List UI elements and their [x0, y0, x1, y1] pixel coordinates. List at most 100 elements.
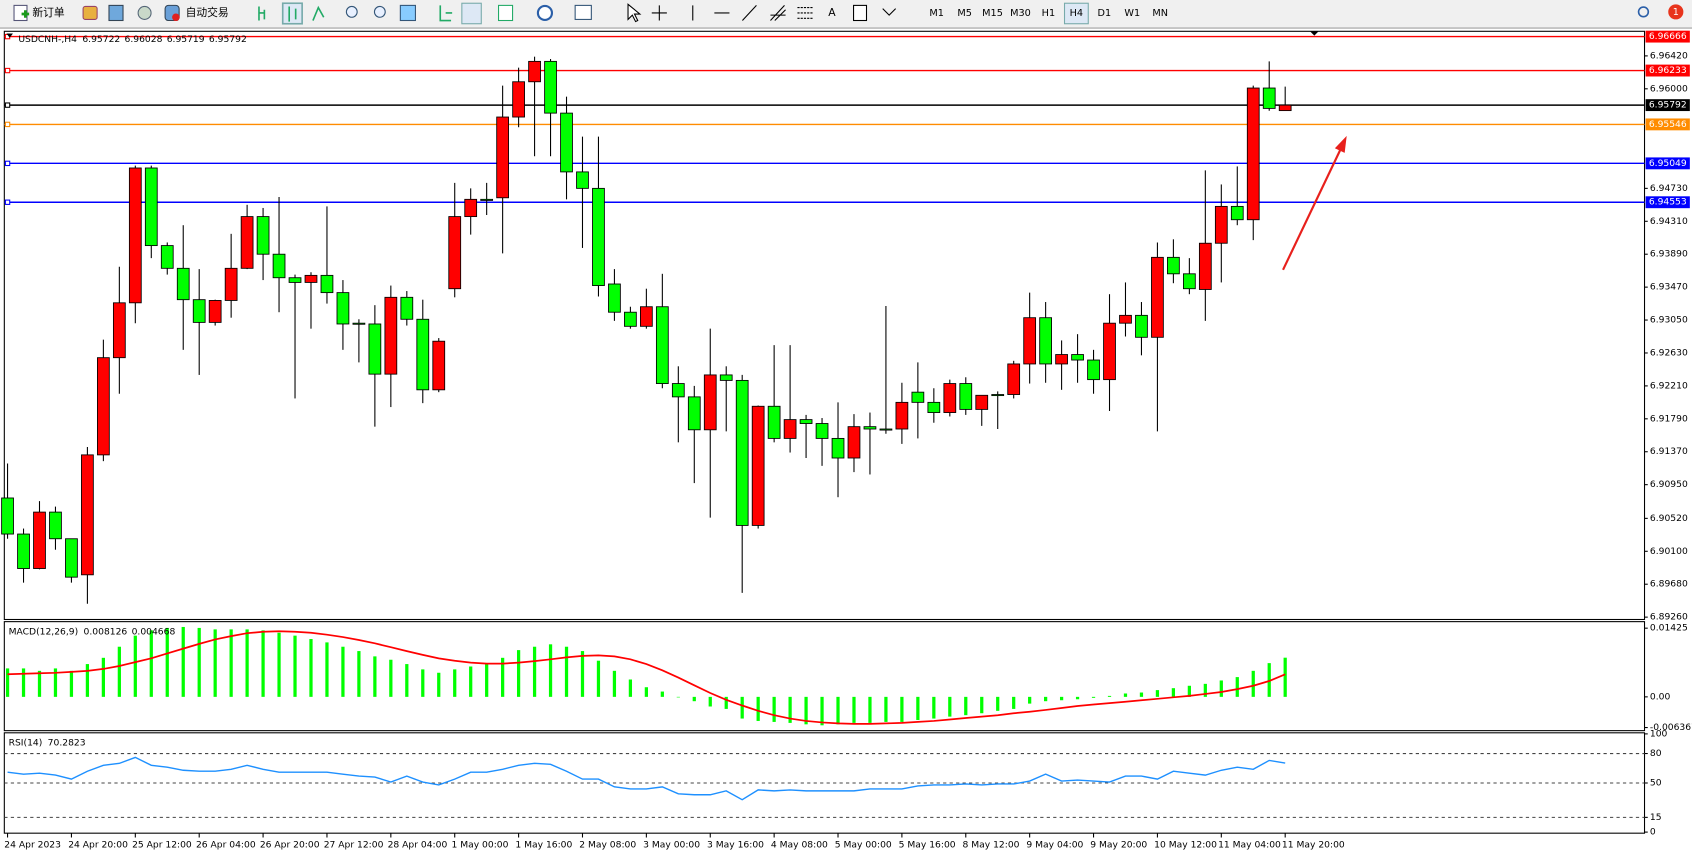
- candle-body: [544, 60, 557, 114]
- timeframe-bar: M1 M5 M15 M30 H1 H4 D1 W1 MN: [929, 2, 1168, 25]
- templates-button[interactable]: [574, 4, 592, 20]
- macd-bar: [964, 696, 968, 716]
- timeframe-button[interactable]: D1: [1098, 8, 1112, 19]
- x-tick-label: 26 Apr 20:00: [260, 840, 320, 851]
- level-label-box: [1645, 99, 1690, 112]
- notification-badge[interactable]: [1668, 4, 1684, 20]
- level-label: 6.95792: [1649, 100, 1687, 111]
- timeframe-button[interactable]: W1: [1124, 8, 1140, 19]
- periods-button[interactable]: [536, 4, 554, 22]
- candle-body: [256, 216, 270, 255]
- autoscroll-button[interactable]: [461, 2, 482, 25]
- candle-body: [1071, 354, 1084, 361]
- candle-body: [640, 306, 653, 327]
- arrows-tool[interactable]: [882, 8, 897, 16]
- macd-bar: [900, 696, 904, 722]
- zoom-out-button[interactable]: [373, 5, 386, 18]
- channel-tool[interactable]: [770, 5, 786, 21]
- macd-bar: [644, 687, 648, 697]
- tile-button[interactable]: [399, 4, 416, 22]
- rsi-line: [7, 756, 1286, 801]
- search-button[interactable]: [1637, 6, 1650, 18]
- macd-bar: [133, 635, 137, 697]
- timeframe-button[interactable]: H1: [1042, 8, 1055, 19]
- indicators-button[interactable]: [497, 4, 514, 22]
- macd-bar: [149, 630, 153, 697]
- fibo-tool[interactable]: [797, 7, 813, 19]
- level-label: 6.95546: [1649, 119, 1687, 130]
- candle-body: [1, 497, 14, 535]
- macd-bar: [836, 696, 840, 725]
- x-tick-label: 8 May 12:00: [963, 840, 1020, 851]
- macd-bar: [229, 629, 233, 697]
- timeframe-button[interactable]: M30: [1010, 8, 1031, 19]
- candle-body: [767, 405, 781, 439]
- candle-body: [416, 318, 430, 391]
- icon-button[interactable]: [108, 4, 124, 22]
- macd-bar: [213, 629, 217, 697]
- macd-bar: [1028, 696, 1032, 704]
- y-tick-label: 6.96000: [1650, 83, 1688, 94]
- candle-body: [1214, 205, 1228, 244]
- y-tick-label: -0.006367: [1650, 722, 1692, 733]
- candle-body: [911, 391, 925, 403]
- text-tool[interactable]: A: [828, 6, 836, 19]
- toolbar: 新订单 自动交易 A M1 M5 M15 M: [0, 0, 1692, 29]
- crosshair-tool[interactable]: [651, 5, 667, 21]
- macd-header: MACD(12,26,9) 0.008126 0.004668: [9, 626, 176, 637]
- x-tick-label: 25 Apr 12:00: [132, 840, 192, 851]
- candle-body: [975, 394, 989, 410]
- macd-bar: [485, 663, 489, 697]
- candle-body: [1023, 317, 1037, 365]
- rsi-header: RSI(14) 70.2823: [9, 737, 86, 748]
- macd-bar: [1044, 696, 1048, 702]
- candle-body: [943, 383, 957, 413]
- last-open: 6.95722: [82, 33, 120, 44]
- candle-body: [336, 292, 350, 325]
- candle-body: [703, 374, 717, 431]
- timeframe-button[interactable]: M1: [929, 8, 944, 19]
- timeframe-button[interactable]: M5: [957, 8, 972, 19]
- active-timeframe-box: [1063, 2, 1089, 25]
- plot-layer: 6.96420 6.96000 6.94730 6.94310 6.93890 6.934…: [1, 30, 1692, 851]
- y-tick-label: 6.94310: [1650, 216, 1688, 227]
- candle-body: [400, 296, 414, 320]
- y-tick-label: 6.96420: [1650, 50, 1688, 61]
- macd-bar: [996, 696, 1000, 711]
- macd-bar: [980, 696, 984, 714]
- icon-button[interactable]: [137, 5, 152, 20]
- macd-bar: [1283, 657, 1287, 697]
- cursor-tool[interactable]: [627, 3, 642, 23]
- y-tick-label: 6.90100: [1650, 546, 1688, 557]
- timeframe-button[interactable]: H4: [1070, 8, 1083, 19]
- new-order-button[interactable]: 新订单: [13, 4, 65, 22]
- scroll-button[interactable]: [439, 5, 453, 22]
- level-handle: [4, 121, 11, 128]
- macd-bar: [692, 696, 696, 702]
- level-handle: [4, 160, 11, 167]
- zoom-in-button[interactable]: [345, 5, 358, 18]
- macd-bar: [197, 627, 201, 697]
- candle-body: [1135, 314, 1148, 338]
- auto-trading-button[interactable]: 自动交易: [164, 4, 229, 22]
- candle-body: [719, 374, 733, 381]
- candle-body: [432, 340, 446, 391]
- macd-bar: [708, 696, 712, 707]
- label-tool[interactable]: [853, 4, 868, 22]
- macd-title: MACD(12,26,9): [9, 626, 79, 637]
- candle-body: [112, 302, 126, 359]
- timeframe-button[interactable]: M15: [982, 8, 1003, 19]
- timeframe-button[interactable]: MN: [1152, 8, 1168, 19]
- chart-type-buttons[interactable]: [258, 2, 325, 25]
- rsi-last: 70.2823: [48, 737, 86, 748]
- candle-body: [240, 216, 254, 269]
- icon-button[interactable]: [82, 5, 98, 20]
- x-tick-label: 5 May 00:00: [835, 840, 892, 851]
- macd-signal: 0.004668: [132, 626, 176, 637]
- trendline-tool[interactable]: [742, 5, 757, 21]
- y-tick-label: 6.89680: [1650, 579, 1688, 590]
- candle-body: [81, 454, 94, 576]
- macd-bar: [916, 696, 920, 720]
